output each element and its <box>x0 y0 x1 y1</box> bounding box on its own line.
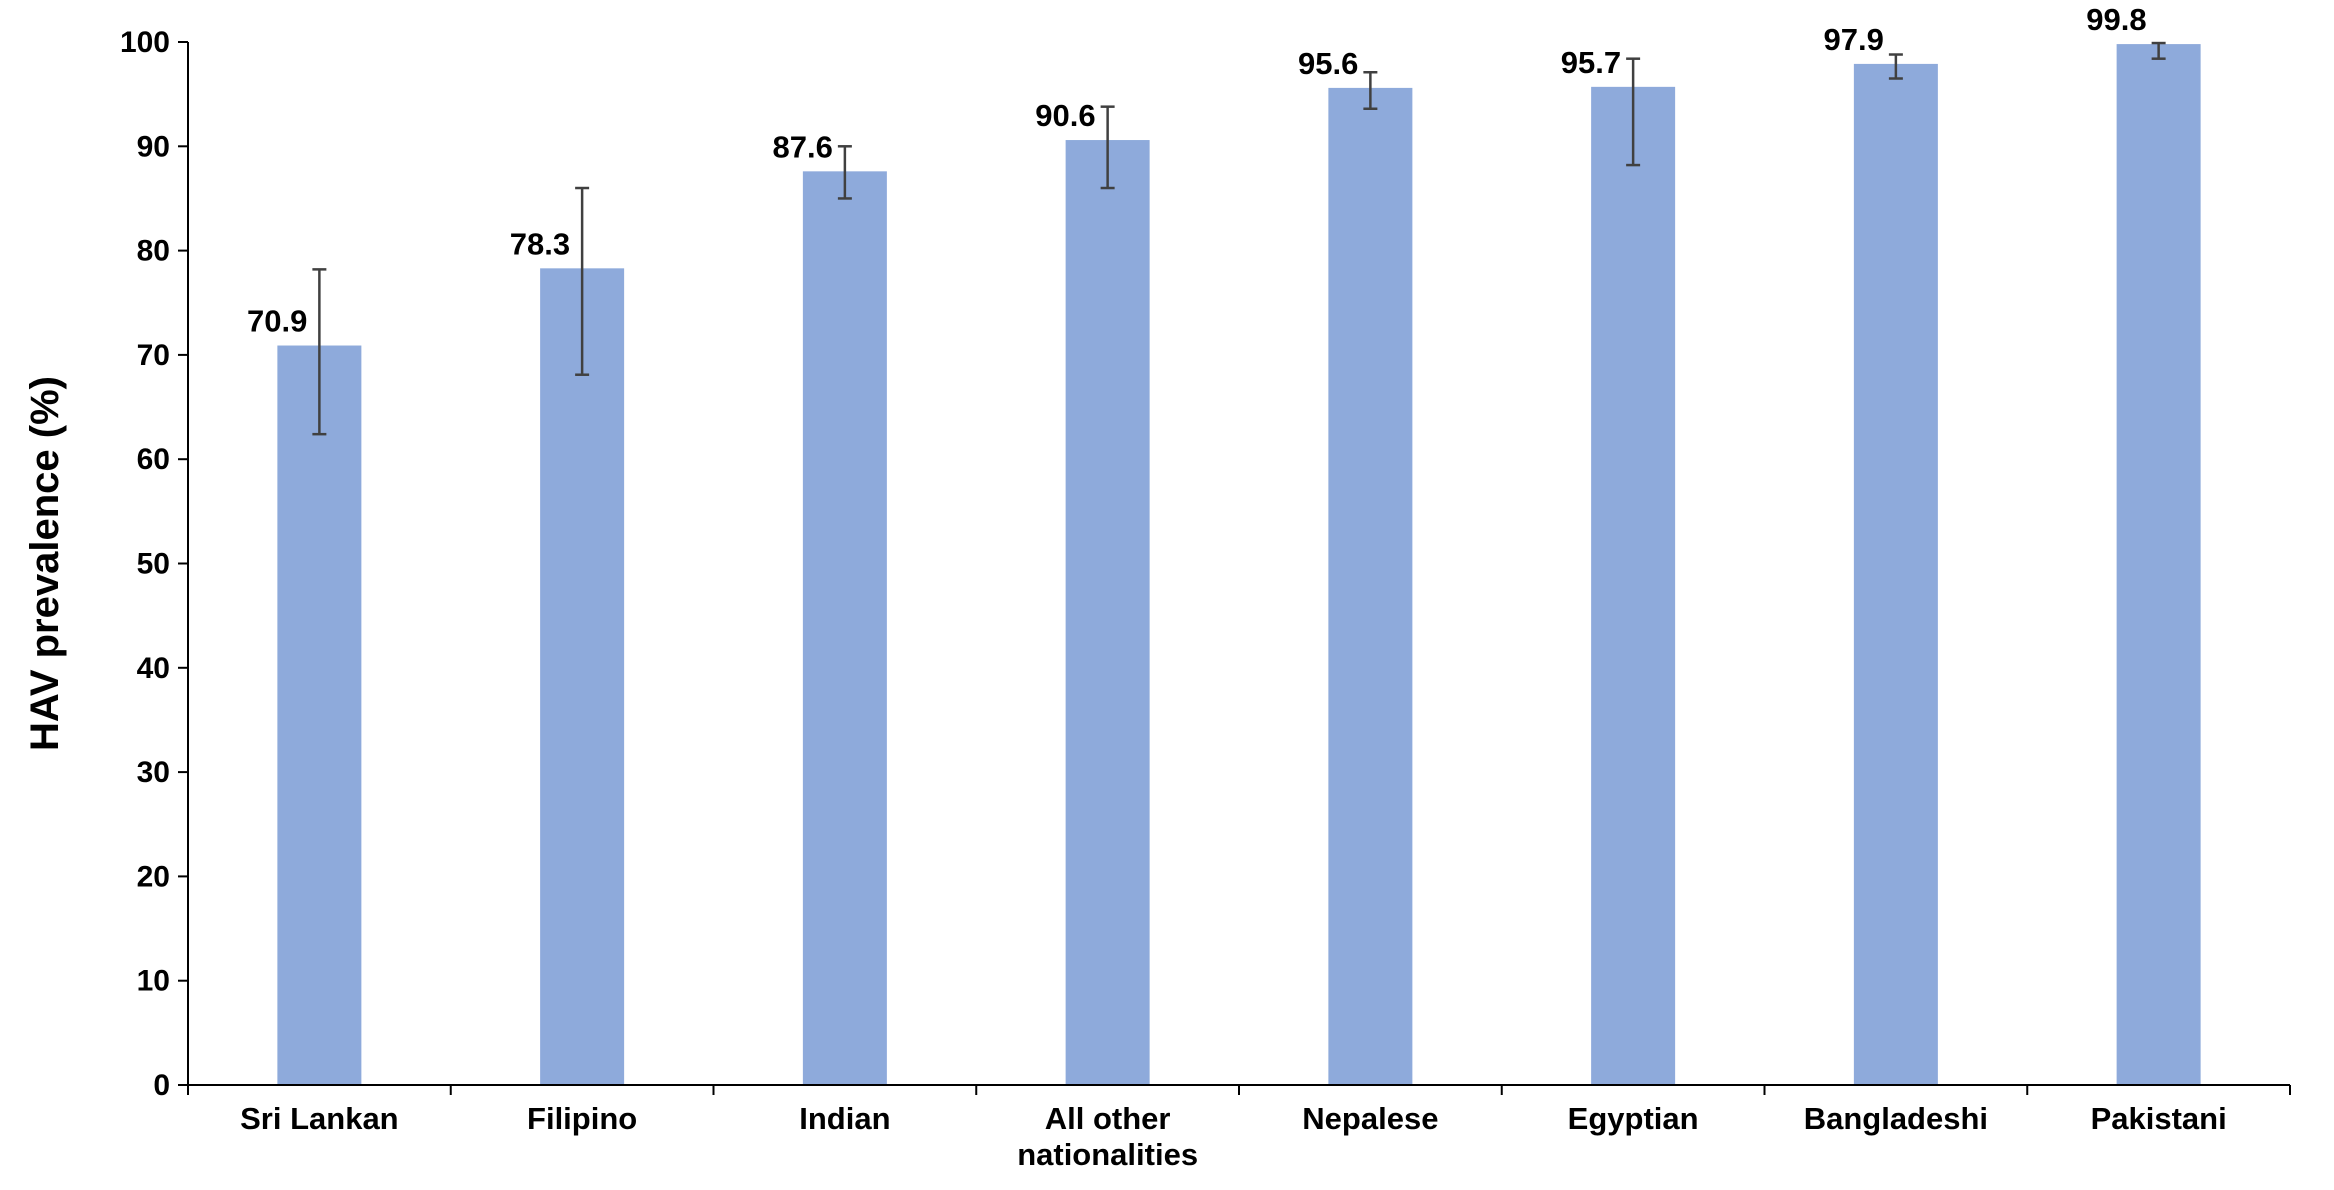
bar <box>540 268 625 1085</box>
data-labels: 70.9 78.3 87.6 90.6 95.6 95.7 97.9 99.8 <box>247 2 2147 338</box>
y-tick-label: 20 <box>137 860 170 893</box>
data-label: 99.8 <box>2086 2 2146 37</box>
x-axis-labels: Sri Lankan Filipino Indian All other nationa… <box>240 1101 2227 1172</box>
data-label: 78.3 <box>510 226 570 261</box>
y-tick-label: 70 <box>137 339 170 372</box>
data-label: 90.6 <box>1035 98 1095 133</box>
y-tick-label: 50 <box>137 548 170 581</box>
data-label: 95.6 <box>1298 46 1358 81</box>
data-label: 70.9 <box>247 304 307 339</box>
y-tick-label: 10 <box>137 965 170 998</box>
data-label: 97.9 <box>1824 22 1884 57</box>
y-tick-label: 0 <box>153 1069 170 1102</box>
x-tick-label: Filipino <box>527 1101 637 1136</box>
data-label: 87.6 <box>773 129 833 164</box>
bars <box>277 44 2201 1086</box>
bar <box>277 345 362 1085</box>
y-tick-label: 80 <box>137 235 170 268</box>
y-axis-title: HAV prevalence (%) <box>23 376 67 751</box>
x-tick-label: Indian <box>799 1101 890 1136</box>
bar <box>1591 86 1676 1085</box>
bar <box>1853 63 1938 1085</box>
y-tick-label: 60 <box>137 443 170 476</box>
x-tick-label: Sri Lankan <box>240 1101 399 1136</box>
bar <box>1328 87 1413 1086</box>
x-tick-label: All other nationalities <box>1017 1101 1198 1172</box>
x-tick-label: Pakistani <box>2091 1101 2227 1136</box>
y-tick-label: 100 <box>120 26 170 59</box>
x-tick-label: Egyptian <box>1568 1101 1699 1136</box>
y-tick-label: 90 <box>137 130 170 163</box>
bar <box>1065 140 1150 1086</box>
error-bars <box>312 41 2166 436</box>
y-axis-ticks: 0 10 20 30 40 50 60 70 80 90 100 <box>120 26 2291 1102</box>
x-tick-label: Nepalese <box>1302 1101 1438 1136</box>
y-tick-label: 30 <box>137 756 170 789</box>
x-tick-label: Bangladeshi <box>1804 1101 1988 1136</box>
data-label: 95.7 <box>1561 45 1621 80</box>
bar <box>2116 44 2201 1086</box>
bar <box>802 171 887 1085</box>
y-tick-label: 40 <box>137 652 170 685</box>
